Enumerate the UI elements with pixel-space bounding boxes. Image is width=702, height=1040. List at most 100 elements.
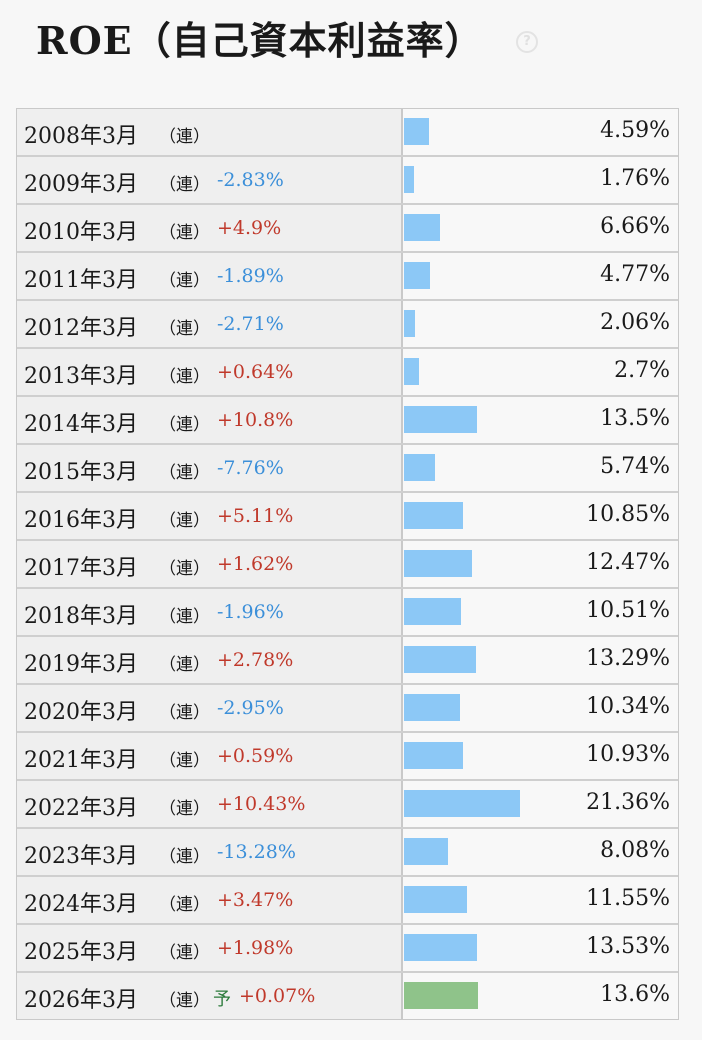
period-label: 2013年3月 bbox=[24, 364, 138, 389]
roe-value: 10.34% bbox=[586, 694, 670, 719]
period-cell: 2010年3月 （連） +4.9% bbox=[17, 205, 403, 251]
change-value: -1.89% bbox=[217, 265, 284, 287]
roe-value: 21.36% bbox=[586, 790, 670, 815]
table-row: 2014年3月 （連） +10.8% 13.5% bbox=[17, 397, 678, 443]
roe-value: 8.08% bbox=[600, 838, 670, 863]
period-cell: 2023年3月 （連） -13.28% bbox=[17, 829, 403, 875]
value-cell: 12.47% bbox=[403, 541, 678, 587]
period-label: 2010年3月 bbox=[24, 220, 138, 245]
change-value: +5.11% bbox=[217, 505, 294, 527]
value-cell: 4.59% bbox=[403, 109, 678, 155]
period-cell: 2021年3月 （連） +0.59% bbox=[17, 733, 403, 779]
header: ROE（自己資本利益率） ? bbox=[0, 0, 702, 100]
roe-bar bbox=[404, 454, 435, 481]
period-cell: 2015年3月 （連） -7.76% bbox=[17, 445, 403, 491]
consolidated-label: （連） bbox=[159, 991, 210, 1011]
roe-bar bbox=[404, 166, 414, 193]
change-value: +4.9% bbox=[217, 217, 282, 239]
consolidated-label: （連） bbox=[159, 943, 210, 963]
roe-value: 13.5% bbox=[600, 406, 670, 431]
change-value: +1.62% bbox=[217, 553, 294, 575]
roe-bar bbox=[404, 550, 472, 577]
value-cell: 1.76% bbox=[403, 157, 678, 203]
roe-value: 11.55% bbox=[586, 886, 670, 911]
period-cell: 2025年3月 （連） +1.98% bbox=[17, 925, 403, 971]
consolidated-label: （連） bbox=[159, 703, 210, 723]
table-row: 2016年3月 （連） +5.11% 10.85% bbox=[17, 493, 678, 539]
change-value: -2.83% bbox=[217, 169, 284, 191]
period-label: 2012年3月 bbox=[24, 316, 138, 341]
table-row: 2020年3月 （連） -2.95% 10.34% bbox=[17, 685, 678, 731]
value-cell: 21.36% bbox=[403, 781, 678, 827]
period-label: 2025年3月 bbox=[24, 940, 138, 965]
roe-value: 6.66% bbox=[600, 214, 670, 239]
roe-value: 13.6% bbox=[600, 982, 670, 1007]
period-cell: 2014年3月 （連） +10.8% bbox=[17, 397, 403, 443]
table-row: 2013年3月 （連） +0.64% 2.7% bbox=[17, 349, 678, 395]
consolidated-label: （連） bbox=[159, 799, 210, 819]
roe-bar bbox=[404, 310, 415, 337]
change-value: +10.8% bbox=[217, 409, 294, 431]
period-cell: 2024年3月 （連） +3.47% bbox=[17, 877, 403, 923]
period-cell: 2008年3月 （連） bbox=[17, 109, 403, 155]
period-cell: 2016年3月 （連） +5.11% bbox=[17, 493, 403, 539]
consolidated-label: （連） bbox=[159, 559, 210, 579]
change-value: +0.07% bbox=[239, 985, 316, 1007]
table-row: 2022年3月 （連） +10.43% 21.36% bbox=[17, 781, 678, 827]
roe-bar bbox=[404, 262, 430, 289]
table-row: 2012年3月 （連） -2.71% 2.06% bbox=[17, 301, 678, 347]
forecast-mark: 予 bbox=[213, 989, 231, 1010]
period-cell: 2013年3月 （連） +0.64% bbox=[17, 349, 403, 395]
consolidated-label: （連） bbox=[159, 271, 210, 291]
roe-bar bbox=[404, 982, 478, 1009]
table-row: 2009年3月 （連） -2.83% 1.76% bbox=[17, 157, 678, 203]
period-label: 2020年3月 bbox=[24, 700, 138, 725]
consolidated-label: （連） bbox=[159, 319, 210, 339]
value-cell: 10.34% bbox=[403, 685, 678, 731]
period-cell: 2011年3月 （連） -1.89% bbox=[17, 253, 403, 299]
value-cell: 13.6% bbox=[403, 973, 678, 1019]
value-cell: 5.74% bbox=[403, 445, 678, 491]
roe-value: 2.7% bbox=[614, 358, 670, 383]
table-row: 2015年3月 （連） -7.76% 5.74% bbox=[17, 445, 678, 491]
period-label: 2017年3月 bbox=[24, 556, 138, 581]
period-cell: 2026年3月 （連）予 +0.07% bbox=[17, 973, 403, 1019]
value-cell: 10.93% bbox=[403, 733, 678, 779]
change-value: +0.59% bbox=[217, 745, 294, 767]
value-cell: 2.7% bbox=[403, 349, 678, 395]
period-cell: 2012年3月 （連） -2.71% bbox=[17, 301, 403, 347]
table-row: 2023年3月 （連） -13.28% 8.08% bbox=[17, 829, 678, 875]
consolidated-label: （連） bbox=[159, 127, 210, 147]
table-row: 2018年3月 （連） -1.96% 10.51% bbox=[17, 589, 678, 635]
table-row: 2019年3月 （連） +2.78% 13.29% bbox=[17, 637, 678, 683]
roe-value: 4.77% bbox=[600, 262, 670, 287]
question-circle-icon[interactable]: ? bbox=[516, 31, 538, 53]
change-value: +1.98% bbox=[217, 937, 294, 959]
roe-value: 1.76% bbox=[600, 166, 670, 191]
roe-bar bbox=[404, 358, 419, 385]
consolidated-label: （連） bbox=[159, 847, 210, 867]
consolidated-label: （連） bbox=[159, 751, 210, 771]
roe-value: 10.93% bbox=[586, 742, 670, 767]
change-value: -1.96% bbox=[217, 601, 284, 623]
consolidated-label: （連） bbox=[159, 511, 210, 531]
period-label: 2015年3月 bbox=[24, 460, 138, 485]
period-label: 2008年3月 bbox=[24, 124, 138, 149]
period-cell: 2022年3月 （連） +10.43% bbox=[17, 781, 403, 827]
value-cell: 13.5% bbox=[403, 397, 678, 443]
roe-value: 13.29% bbox=[586, 646, 670, 671]
table-row: 2025年3月 （連） +1.98% 13.53% bbox=[17, 925, 678, 971]
period-label: 2009年3月 bbox=[24, 172, 138, 197]
change-value: +10.43% bbox=[217, 793, 306, 815]
value-cell: 13.53% bbox=[403, 925, 678, 971]
roe-value: 4.59% bbox=[600, 118, 670, 143]
roe-bar bbox=[404, 742, 463, 769]
roe-value: 12.47% bbox=[586, 550, 670, 575]
roe-bar bbox=[404, 934, 477, 961]
consolidated-label: （連） bbox=[159, 415, 210, 435]
roe-value: 13.53% bbox=[586, 934, 670, 959]
period-label: 2016年3月 bbox=[24, 508, 138, 533]
change-value: -7.76% bbox=[217, 457, 284, 479]
consolidated-label: （連） bbox=[159, 367, 210, 387]
consolidated-label: （連） bbox=[159, 463, 210, 483]
